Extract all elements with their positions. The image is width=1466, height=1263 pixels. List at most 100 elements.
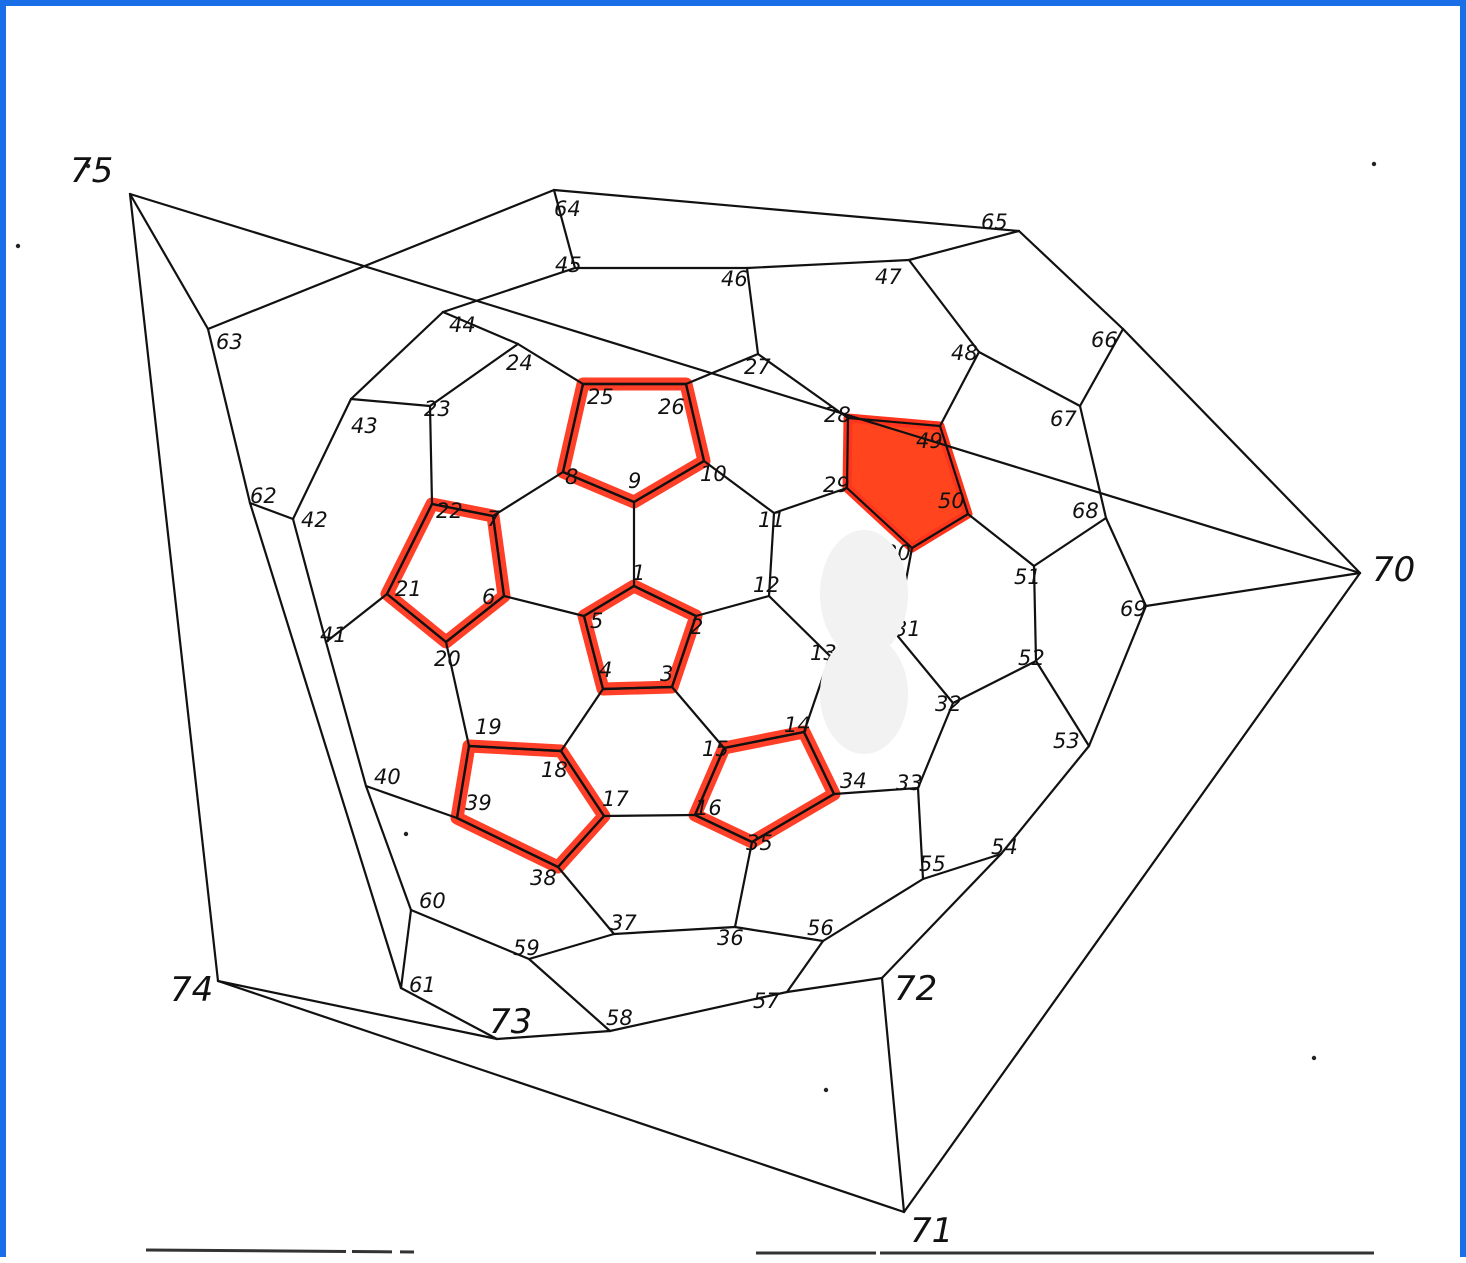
vertex-label-46: 46 [721, 267, 748, 291]
edge-63-64 [206, 188, 556, 331]
edge-33-34 [832, 786, 920, 796]
edge-74-73 [216, 979, 499, 1041]
edge-36-37 [612, 925, 737, 936]
edge-11-29 [772, 486, 849, 515]
vertex-label-38: 38 [530, 866, 557, 890]
edge-28-29 [845, 416, 850, 490]
edge-56-57 [785, 939, 825, 994]
vertex-label-14: 14 [784, 713, 811, 737]
edge-37-59 [527, 932, 616, 961]
edge-22-21 [385, 502, 434, 596]
edge-44-43 [349, 310, 445, 401]
edge-11-12 [767, 511, 776, 598]
edge-51-52 [1032, 564, 1038, 663]
edge-16-35 [693, 813, 754, 844]
vertex-label-44: 44 [449, 313, 476, 337]
vertex-label-32: 32 [935, 692, 962, 716]
vertex-label-29: 29 [823, 473, 850, 497]
vertex-label-41: 41 [320, 623, 347, 647]
edge-30-29 [845, 486, 914, 550]
vertex-label-66: 66 [1091, 328, 1118, 352]
vertex-label-51: 51 [1014, 565, 1041, 589]
edge-54-55 [921, 852, 1003, 881]
edge-70-75 [128, 192, 1362, 575]
edge-7-8 [491, 470, 565, 518]
edge-4-18 [559, 687, 605, 753]
smudge-0 [820, 530, 908, 658]
vertex-label-73: 73 [489, 1002, 532, 1042]
vertex-label-43: 43 [351, 414, 378, 438]
ink-speck-4 [823, 1087, 829, 1093]
edge-17-18 [559, 749, 606, 818]
edge-47-65 [907, 229, 1021, 262]
edge-43-23 [349, 397, 432, 408]
vertex-label-59: 59 [513, 936, 540, 960]
edge-1-2 [632, 584, 698, 618]
edge-50-30 [910, 512, 970, 550]
edge-48-49 [938, 350, 981, 428]
vertex-label-60: 60 [419, 889, 446, 913]
vertex-label-5: 5 [590, 609, 603, 633]
vertex-label-57: 57 [753, 989, 780, 1013]
vertex-label-12: 12 [753, 573, 780, 597]
vertex-label-26: 26 [658, 395, 685, 419]
vertex-label-23: 23 [424, 397, 451, 421]
edge-55-33 [916, 786, 925, 881]
vertex-label-15: 15 [702, 737, 729, 761]
edge-71-70 [902, 571, 1362, 1214]
vertex-label-70: 70 [1372, 550, 1415, 590]
edge-56-36 [733, 925, 825, 943]
vertex-label-34: 34 [840, 769, 867, 793]
edge-50-51 [966, 512, 1036, 568]
vertex-label-48: 48 [951, 341, 978, 365]
vertex-label-11: 11 [758, 508, 785, 532]
vertex-label-4: 4 [599, 658, 612, 682]
edge-46-47 [745, 258, 911, 270]
edge-2-12 [694, 594, 771, 618]
edge-10-26 [684, 382, 706, 463]
vertex-label-69: 69 [1120, 597, 1147, 621]
edge-52-32 [951, 659, 1038, 705]
edge-3-15 [670, 685, 726, 750]
edge-14-34 [802, 730, 836, 796]
edge-2-3 [670, 614, 698, 689]
edge-59-58 [527, 957, 612, 1033]
vertex-label-64: 64 [554, 197, 581, 221]
edge-53-54 [999, 744, 1091, 856]
vertex-label-39: 39 [465, 791, 492, 815]
vertex-label-3: 3 [660, 662, 673, 686]
edge-19-39 [455, 744, 471, 820]
edge-47-48 [907, 258, 981, 354]
edge-19-20 [444, 640, 471, 748]
edge-20-6 [444, 594, 506, 644]
edge-5-1 [582, 584, 636, 618]
edge-73-58 [495, 1029, 612, 1041]
vertex-label-42: 42 [301, 508, 328, 532]
edge-75-74 [128, 192, 220, 983]
edge-8-9 [561, 470, 636, 504]
edge-23-24 [428, 342, 520, 408]
edge-26-27 [684, 352, 760, 386]
edge-66-70 [1121, 327, 1362, 575]
edge-42-43 [291, 397, 353, 521]
vertex-label-67: 67 [1050, 407, 1077, 431]
edge-61-73 [399, 986, 499, 1041]
vertex-label-68: 68 [1072, 499, 1099, 523]
vertex-label-65: 65 [981, 210, 1008, 234]
edge-17-38 [556, 814, 606, 869]
vertex-label-24: 24 [506, 351, 533, 375]
smudge-1 [820, 634, 908, 754]
edge-21-20 [385, 592, 448, 644]
edge-46-27 [745, 266, 760, 356]
vertex-label-75: 75 [70, 151, 113, 191]
edge-39-40 [364, 784, 459, 820]
vertex-label-6: 6 [482, 585, 495, 609]
edge-60-40 [364, 784, 413, 912]
vertex-label-25: 25 [587, 385, 614, 409]
vertex-label-55: 55 [919, 852, 946, 876]
vertex-label-40: 40 [374, 765, 401, 789]
edge-75-63 [128, 192, 210, 331]
edge-22-23 [428, 404, 434, 506]
vertex-label-52: 52 [1018, 646, 1045, 670]
